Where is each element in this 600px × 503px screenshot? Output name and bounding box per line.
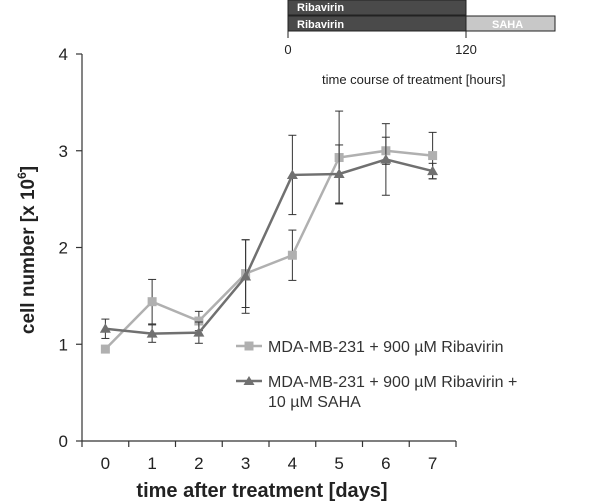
x-tick-label: 6: [381, 454, 390, 473]
legend-item-ribavirin: MDA-MB-231 + 900 µM Ribavirin: [236, 339, 504, 356]
data-point-square: [100, 344, 110, 354]
series-line: [104, 149, 433, 350]
timeline-ribavirin-top-bar: [287, 0, 467, 16]
timeline-ribavirin-top-label: Ribavirin: [297, 2, 344, 14]
x-tick-label: 3: [241, 454, 250, 473]
y-tick-label: 1: [59, 335, 68, 354]
x-ticks: 0 1 2 3 4 5 6 7: [81, 441, 457, 473]
data-point-triangle: [99, 323, 111, 333]
legend: MDA-MB-231 + 900 µM Ribavirin MDA-MB-231…: [236, 339, 517, 411]
data-point-triangle: [193, 327, 205, 337]
y-axis-title-end: ]: [18, 166, 39, 172]
data-point-triangle: [240, 271, 252, 281]
data-point-triangle: [333, 168, 345, 178]
timeline-caption: time course of treatment [hours]: [322, 72, 506, 87]
x-tick-label: 5: [334, 454, 343, 473]
treatment-timeline: Ribavirin Ribavirin SAHA 0 120 time cour…: [284, 0, 556, 87]
data-point-triangle: [146, 328, 158, 338]
data-point-square: [194, 316, 204, 326]
data-point-square: [147, 297, 157, 307]
data-point-triangle: [286, 169, 298, 179]
data-point-triangle: [380, 153, 392, 164]
legend-label-ribavirin: MDA-MB-231 + 900 µM Ribavirin: [268, 339, 504, 356]
y-axis-title-main: cell number [x 10: [18, 179, 39, 334]
timeline-ribavirin-bottom-label: Ribavirin: [297, 19, 344, 31]
series-line: [105, 158, 433, 335]
legend-marker-triangle: [243, 376, 255, 385]
legend-label-ribavirin-saha-line1: MDA-MB-231 + 900 µM Ribavirin +: [268, 374, 517, 391]
legend-label-ribavirin-saha-line2: 10 µM SAHA: [268, 394, 361, 411]
series-ribavirin-saha: [99, 123, 439, 344]
x-axis-title: time after treatment [days]: [136, 480, 387, 502]
y-axis-title-sup: 6: [15, 172, 29, 179]
legend-marker-square: [244, 341, 254, 351]
y-axis-title: cell number [x 106]: [15, 166, 39, 334]
timeline-tick-label-120: 120: [455, 42, 477, 57]
y-tick-label: 4: [59, 45, 68, 64]
series-layer: [99, 110, 439, 354]
x-tick-label: 1: [147, 454, 156, 473]
y-ticks: 0 1 2 3 4: [59, 45, 82, 451]
timeline-tick-label-0: 0: [284, 42, 291, 57]
legend-item-ribavirin-saha: MDA-MB-231 + 900 µM Ribavirin + 10 µM SA…: [236, 374, 517, 411]
timeline-saha-label: SAHA: [492, 19, 523, 31]
data-point-square: [428, 151, 438, 161]
timeline-saha-bar: [465, 15, 556, 32]
x-tick-label: 2: [194, 454, 203, 473]
x-tick-label: 7: [428, 454, 437, 473]
y-tick-label: 3: [59, 142, 68, 161]
data-point-square: [287, 250, 297, 260]
x-tick-label: 4: [288, 454, 297, 473]
y-tick-label: 2: [59, 239, 68, 258]
series-ribavirin: [100, 110, 438, 354]
y-tick-label: 0: [59, 432, 68, 451]
data-point-triangle: [427, 165, 439, 176]
x-tick-label: 0: [101, 454, 110, 473]
